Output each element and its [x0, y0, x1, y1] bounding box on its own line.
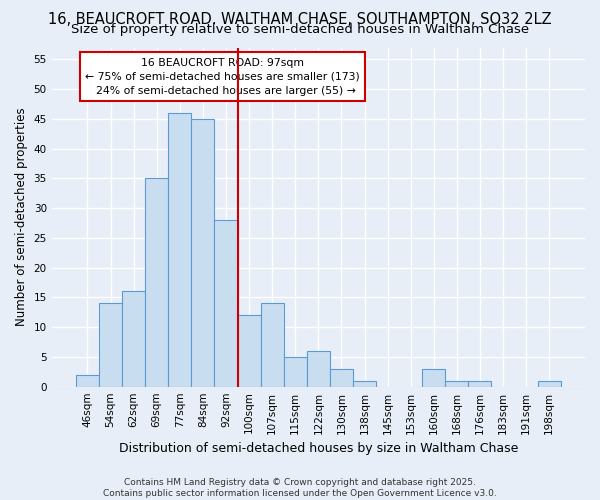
Text: 16 BEAUCROFT ROAD: 97sqm
← 75% of semi-detached houses are smaller (173)
  24% o: 16 BEAUCROFT ROAD: 97sqm ← 75% of semi-d…: [85, 58, 360, 96]
Bar: [260, 304, 284, 386]
X-axis label: Distribution of semi-detached houses by size in Waltham Chase: Distribution of semi-detached houses by …: [119, 442, 518, 455]
Bar: [284, 357, 307, 386]
Bar: [445, 380, 469, 386]
Bar: [168, 113, 191, 386]
Bar: [307, 351, 330, 386]
Bar: [122, 292, 145, 386]
Bar: [214, 220, 238, 386]
Bar: [538, 380, 561, 386]
Bar: [145, 178, 168, 386]
Bar: [353, 380, 376, 386]
Text: 16, BEAUCROFT ROAD, WALTHAM CHASE, SOUTHAMPTON, SO32 2LZ: 16, BEAUCROFT ROAD, WALTHAM CHASE, SOUTH…: [48, 12, 552, 28]
Bar: [191, 119, 214, 386]
Bar: [422, 369, 445, 386]
Text: Size of property relative to semi-detached houses in Waltham Chase: Size of property relative to semi-detach…: [71, 22, 529, 36]
Y-axis label: Number of semi-detached properties: Number of semi-detached properties: [15, 108, 28, 326]
Bar: [76, 375, 99, 386]
Bar: [330, 369, 353, 386]
Bar: [99, 304, 122, 386]
Bar: [238, 316, 260, 386]
Bar: [469, 380, 491, 386]
Text: Contains HM Land Registry data © Crown copyright and database right 2025.
Contai: Contains HM Land Registry data © Crown c…: [103, 478, 497, 498]
